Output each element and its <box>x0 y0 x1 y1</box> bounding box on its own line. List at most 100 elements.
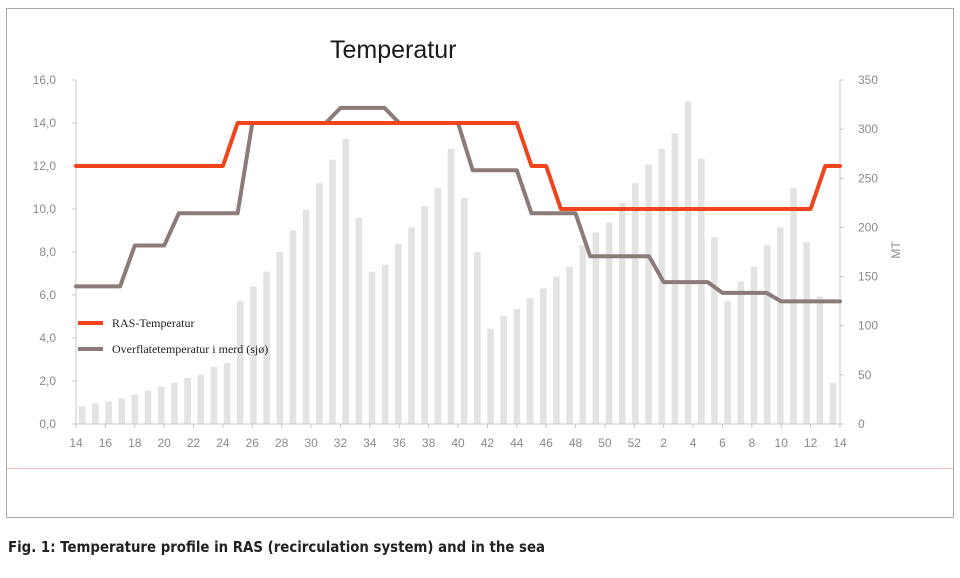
mt-bar <box>289 230 297 424</box>
x-tick-label: 14 <box>833 436 847 450</box>
left-tick-label: 16,0 <box>33 73 57 87</box>
right-tick-label: 300 <box>858 122 878 136</box>
x-tick-label: 28 <box>275 436 289 450</box>
mt-bars <box>78 101 837 425</box>
mt-bar <box>171 382 178 424</box>
mt-bar <box>526 298 534 424</box>
mt-bar <box>210 366 218 424</box>
right-tick-label: 150 <box>858 270 878 284</box>
x-tick-label: 50 <box>598 436 612 450</box>
x-tick-label: 36 <box>393 436 407 450</box>
divider-line <box>7 468 953 469</box>
mt-bar <box>236 301 244 424</box>
mt-bar <box>487 328 494 424</box>
right-tick-label: 200 <box>858 220 878 234</box>
x-tick-label: 18 <box>128 436 142 450</box>
mt-bar <box>408 227 415 424</box>
x-tick-label: 30 <box>304 436 318 450</box>
mt-bar <box>566 266 573 424</box>
left-tick-label: 14,0 <box>33 116 57 130</box>
mt-bar <box>421 205 428 424</box>
right-tick-label: 0 <box>858 417 865 431</box>
mt-bar <box>790 188 797 424</box>
mt-bar <box>645 164 652 425</box>
mt-bar <box>263 271 270 424</box>
mt-bar <box>513 309 521 424</box>
x-tick-label: 8 <box>749 436 756 450</box>
mt-bar <box>223 363 231 424</box>
mt-bar <box>579 245 587 424</box>
mt-bar <box>105 401 112 424</box>
mt-bar <box>92 403 99 424</box>
left-tick-label: 12,0 <box>33 159 57 173</box>
mt-bar <box>118 398 126 424</box>
mt-bar <box>711 237 718 424</box>
mt-bar <box>539 288 547 424</box>
mt-bar <box>157 386 165 424</box>
mt-bar <box>750 266 758 424</box>
mt-bar <box>618 202 626 424</box>
mt-bar <box>658 148 666 425</box>
mt-bar <box>342 138 349 424</box>
mt-bar <box>605 222 613 424</box>
series-lines <box>74 105 842 304</box>
right-tick-label: 250 <box>858 171 878 185</box>
mt-bar <box>131 394 139 424</box>
right-tick-label: 100 <box>858 319 878 333</box>
x-tick-label: 22 <box>187 436 201 450</box>
legend-label-ras: RAS-Temperatur <box>112 316 194 330</box>
mt-bar <box>316 183 323 424</box>
mt-bar <box>381 264 389 424</box>
left-tick-label: 4,0 <box>39 331 56 345</box>
mt-bar <box>553 276 560 424</box>
mt-bar <box>447 148 455 425</box>
right-tick-label: 50 <box>858 368 872 382</box>
mt-bar <box>460 197 468 424</box>
legend: RAS-Temperatur Overflatetemperatur i mer… <box>78 316 268 356</box>
chart-title: Temperatur <box>330 36 456 64</box>
mt-bar <box>197 374 205 424</box>
mt-bar <box>78 406 86 424</box>
mt-bar <box>395 244 402 424</box>
mt-bar <box>474 252 481 424</box>
x-tick-label: 38 <box>422 436 436 450</box>
mt-bar <box>737 281 745 424</box>
mt-bar <box>777 227 784 424</box>
mt-bar <box>302 209 310 424</box>
mt-bar <box>500 315 508 424</box>
temperature-chart: 0,0 2,0 4,0 6,0 8,0 10,0 12,0 14,0 16,0 0 50 100 15… <box>33 36 903 450</box>
x-tick-label: 48 <box>569 436 583 450</box>
sea-temperature-line <box>74 105 842 304</box>
right-axis-ticks: 0 50 100 150 200 250 300 350 <box>840 73 878 431</box>
mt-bar <box>632 183 639 424</box>
mt-bar <box>684 101 692 424</box>
left-tick-label: 8,0 <box>39 245 56 259</box>
x-tick-label: 10 <box>775 436 789 450</box>
right-tick-label: 350 <box>858 73 878 87</box>
mt-bar <box>250 286 257 424</box>
x-tick-label: 12 <box>804 436 818 450</box>
x-tick-label: 26 <box>246 436 260 450</box>
x-tick-label: 6 <box>719 436 726 450</box>
x-tick-label: 40 <box>451 436 465 450</box>
x-tick-label: 42 <box>481 436 495 450</box>
x-tick-label: 14 <box>69 436 83 450</box>
mt-bar <box>355 217 363 424</box>
x-tick-label: 4 <box>690 436 697 450</box>
left-tick-label: 6,0 <box>39 288 56 302</box>
x-tick-label: 44 <box>510 436 524 450</box>
mt-bar <box>434 188 442 424</box>
x-tick-label: 20 <box>157 436 171 450</box>
left-tick-label: 2,0 <box>39 374 56 388</box>
ras-temperature-line <box>74 121 842 211</box>
x-tick-label: 24 <box>216 436 230 450</box>
left-tick-label: 0,0 <box>39 417 56 431</box>
mt-bar <box>276 252 284 424</box>
left-axis-ticks: 0,0 2,0 4,0 6,0 8,0 10,0 12,0 14,0 16,0 <box>33 73 76 431</box>
mt-bar <box>671 133 679 424</box>
mt-bar <box>803 242 810 424</box>
mt-bar <box>329 159 336 424</box>
x-tick-label: 32 <box>334 436 348 450</box>
x-tick-label: 52 <box>628 436 642 450</box>
x-tick-label: 16 <box>99 436 113 450</box>
